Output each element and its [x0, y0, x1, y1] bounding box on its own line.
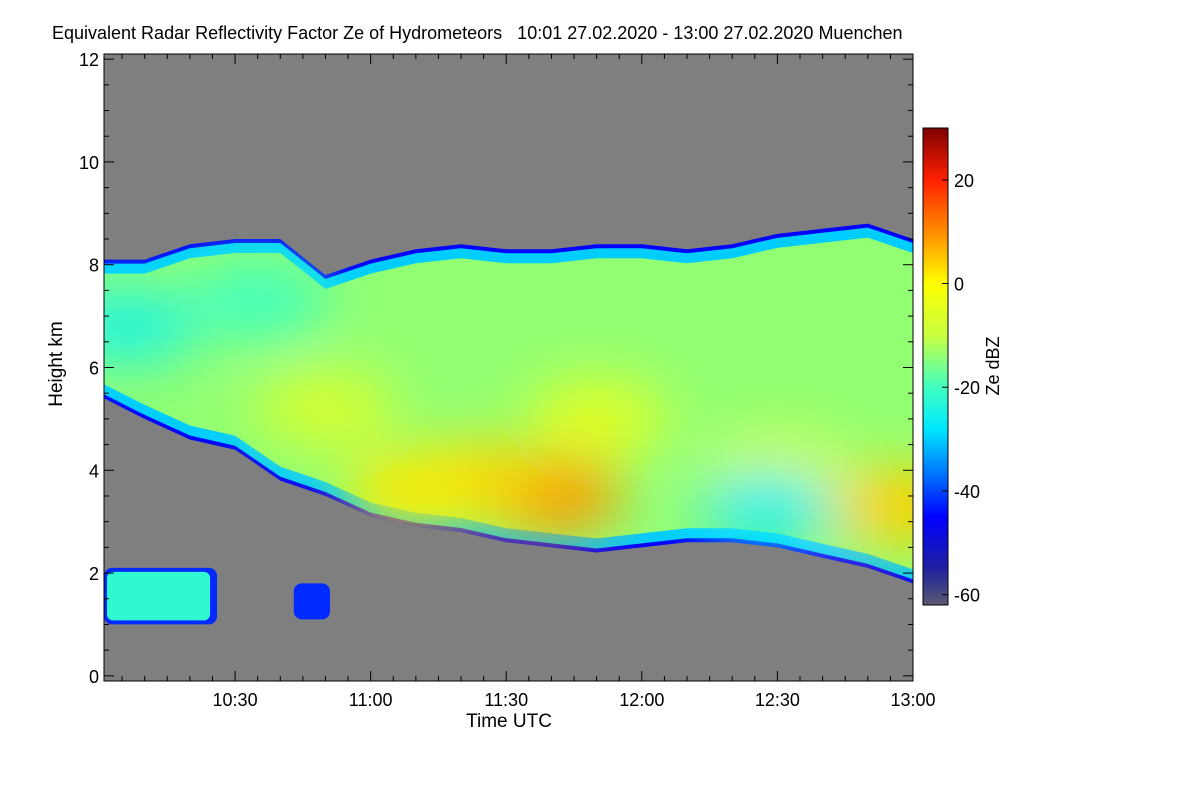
x-axis-ticks: 10:30 11:00 11:30 12:00 12:30 13:00 [121, 54, 936, 710]
colorbar: 20 0 -20 -40 -60 Ze dBZ [922, 127, 1003, 606]
y-tick-label: 12 [79, 50, 99, 70]
x-tick-label: 12:00 [619, 690, 664, 710]
colorbar-ticks: 20 0 -20 -40 -60 [942, 171, 980, 606]
plot-area: 10:30 11:00 11:30 12:00 12:30 13:00 0 2 4 6 8 10 12 [79, 50, 936, 710]
low-cloud-cell [107, 571, 210, 621]
reflectivity-core [187, 262, 328, 339]
low-cloud-cell [296, 587, 323, 616]
reflectivity-core [526, 380, 667, 457]
reflectivity-field [104, 223, 913, 625]
x-tick-label: 11:30 [484, 690, 528, 710]
x-tick-label: 11:00 [349, 690, 393, 710]
reflectivity-core [345, 452, 486, 529]
y-tick-label: 8 [89, 256, 99, 276]
colorbar-tick-label: -60 [954, 586, 980, 606]
y-tick-label: 4 [89, 461, 99, 481]
y-tick-label: 10 [79, 153, 99, 173]
y-axis-ticks: 0 2 4 6 8 10 12 [79, 50, 913, 687]
y-tick-label: 0 [89, 667, 99, 687]
y-tick-label: 2 [89, 564, 99, 584]
y-axis-label: Height km [46, 321, 67, 407]
reflectivity-cores [104, 262, 913, 545]
x-tick-label: 12:30 [755, 690, 800, 710]
reflectivity-core [824, 468, 913, 545]
x-tick-label: 13:00 [890, 690, 935, 710]
x-tick-label: 10:30 [213, 690, 258, 710]
chart-title: Equivalent Radar Reflectivity Factor Ze … [52, 23, 903, 43]
x-axis-label: Time UTC [466, 711, 552, 732]
y-tick-label: 6 [89, 359, 99, 379]
reflectivity-core [255, 370, 396, 447]
reflectivity-core [104, 288, 197, 365]
colorbar-tick-label: 0 [954, 275, 964, 295]
reflectivity-core [698, 468, 839, 545]
colorbar-scale [922, 127, 949, 606]
colorbar-tick-label: 20 [954, 171, 974, 191]
colorbar-label: Ze dBZ [983, 336, 1003, 395]
colorbar-tick-label: -20 [954, 378, 980, 398]
colorbar-tick-label: -40 [954, 482, 980, 502]
